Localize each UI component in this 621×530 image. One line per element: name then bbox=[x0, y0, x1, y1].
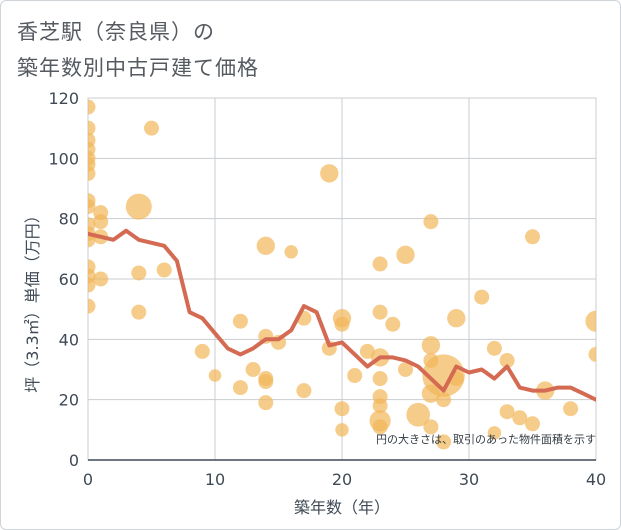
data-bubble bbox=[499, 404, 515, 420]
data-bubble bbox=[125, 193, 152, 220]
data-bubble bbox=[423, 214, 439, 230]
data-bubble bbox=[436, 434, 452, 450]
data-bubble bbox=[208, 369, 222, 382]
data-bubble bbox=[334, 401, 350, 417]
data-bubble bbox=[284, 245, 298, 259]
data-bubble bbox=[194, 343, 210, 359]
y-tick-label: 0 bbox=[69, 451, 79, 470]
y-tick-label: 80 bbox=[59, 210, 79, 229]
data-bubble bbox=[88, 99, 96, 115]
data-bubble bbox=[525, 229, 540, 245]
y-tick-label: 100 bbox=[48, 149, 79, 168]
data-bubble bbox=[422, 354, 465, 397]
data-bubble bbox=[385, 316, 401, 332]
data-bubble bbox=[585, 310, 596, 332]
y-axis-title: 坪（3.3㎡）単価（万円） bbox=[23, 207, 42, 392]
x-axis-title: 築年数（年） bbox=[294, 498, 390, 517]
data-bubble bbox=[372, 371, 388, 387]
bubble-size-note: 円の大きさは、取引のあった物件面積を示す bbox=[376, 432, 596, 446]
average-price-line bbox=[88, 228, 596, 402]
y-tick-label: 60 bbox=[59, 270, 79, 289]
data-bubble bbox=[372, 304, 388, 320]
data-bubble bbox=[499, 352, 515, 368]
data-bubble bbox=[88, 120, 96, 136]
x-tick-labels: 0 10 20 30 40 bbox=[83, 470, 606, 489]
grid-lines bbox=[88, 98, 596, 460]
chart-title-line-1: 香芝駅（奈良県）の bbox=[17, 20, 215, 44]
data-bubble bbox=[131, 304, 147, 320]
data-bubble bbox=[88, 165, 96, 181]
y-tick-label: 40 bbox=[59, 330, 79, 349]
x-tick-label: 10 bbox=[205, 470, 225, 489]
bubble-layer bbox=[88, 99, 596, 450]
data-bubble bbox=[372, 398, 388, 414]
data-bubble bbox=[486, 340, 502, 356]
data-bubble bbox=[335, 423, 349, 437]
data-bubble bbox=[88, 298, 96, 314]
data-bubble bbox=[359, 343, 375, 359]
data-bubble bbox=[588, 346, 596, 362]
data-bubble bbox=[512, 410, 528, 426]
x-tick-label: 0 bbox=[83, 470, 93, 489]
x-tick-label: 30 bbox=[459, 470, 479, 489]
data-bubble bbox=[447, 309, 466, 328]
data-bubble bbox=[156, 262, 172, 278]
x-tick-label: 20 bbox=[332, 470, 352, 489]
data-bubble bbox=[320, 164, 339, 183]
y-tick-label: 20 bbox=[59, 391, 79, 410]
data-bubble bbox=[474, 289, 490, 305]
chart-title-line-2: 築年数別中古戸建て価格 bbox=[17, 56, 259, 80]
data-bubble bbox=[232, 313, 248, 329]
data-bubble bbox=[398, 362, 413, 377]
data-bubble bbox=[423, 419, 439, 435]
chart-title: 香芝駅（奈良県）の 築年数別中古戸建て価格 bbox=[17, 14, 259, 86]
data-bubble bbox=[334, 316, 350, 332]
data-bubble bbox=[258, 395, 274, 411]
data-bubble bbox=[421, 336, 441, 355]
data-bubble bbox=[563, 401, 579, 417]
data-bubble bbox=[93, 271, 109, 287]
data-bubble bbox=[256, 236, 275, 256]
x-tick-label: 40 bbox=[586, 470, 606, 489]
data-bubble bbox=[396, 245, 415, 265]
data-bubble bbox=[232, 380, 248, 396]
trend-layer bbox=[88, 228, 596, 402]
data-bubble bbox=[93, 214, 109, 230]
data-bubble bbox=[131, 265, 147, 281]
data-bubble bbox=[245, 362, 261, 377]
data-bubble bbox=[347, 368, 363, 384]
data-bubble bbox=[258, 374, 274, 390]
data-bubble bbox=[487, 426, 502, 440]
y-tick-label: 120 bbox=[48, 89, 79, 108]
data-bubble bbox=[372, 256, 388, 272]
data-bubble bbox=[525, 416, 540, 432]
data-bubble bbox=[372, 419, 388, 435]
data-bubble bbox=[436, 392, 452, 408]
data-bubble bbox=[144, 120, 159, 136]
data-bubble bbox=[296, 383, 312, 399]
data-bubble bbox=[406, 402, 431, 427]
y-tick-labels: 0 20 40 60 80 100 120 bbox=[48, 89, 79, 470]
